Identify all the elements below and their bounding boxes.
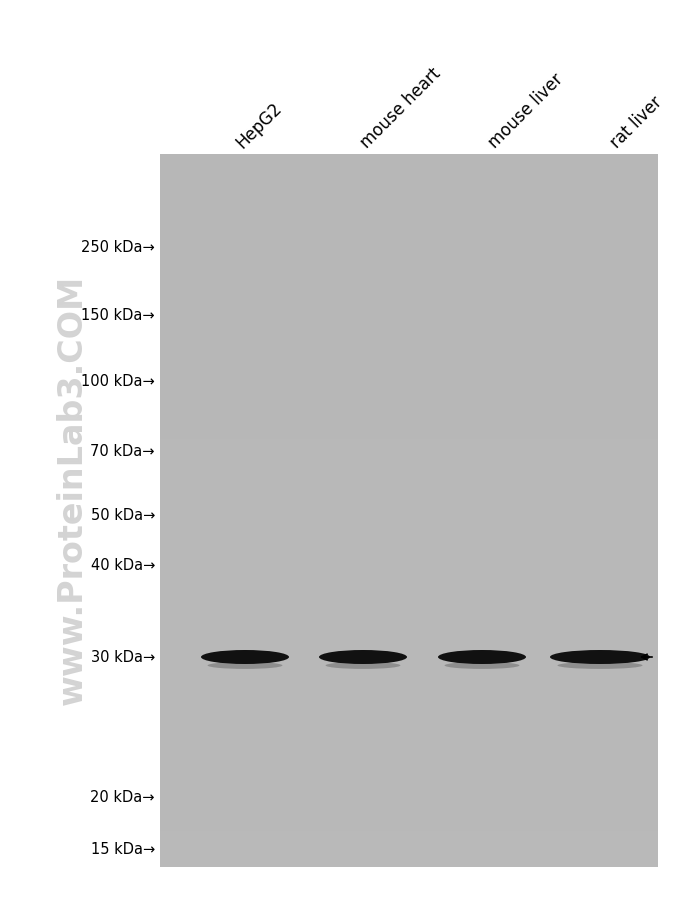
Bar [160,653,658,689]
Bar [160,475,658,511]
Bar [160,689,658,724]
Ellipse shape [445,662,520,669]
Text: 50 kDa→: 50 kDa→ [90,507,155,522]
Bar [160,155,658,867]
Text: 40 kDa→: 40 kDa→ [90,557,155,573]
Ellipse shape [319,650,407,664]
Text: 30 kDa→: 30 kDa→ [90,649,155,665]
Text: 150 kDa→: 150 kDa→ [82,308,155,322]
Text: 70 kDa→: 70 kDa→ [90,444,155,459]
Bar [160,226,658,262]
Ellipse shape [550,650,650,664]
Bar [160,511,658,547]
Bar [160,618,658,653]
Bar [160,262,658,298]
Text: 15 kDa→: 15 kDa→ [90,842,155,857]
Text: HepG2: HepG2 [233,99,285,152]
Bar [160,155,658,190]
Text: rat liver: rat liver [607,93,666,152]
Bar [160,369,658,404]
Bar [160,547,658,582]
Bar [160,404,658,439]
Bar [160,796,658,832]
Ellipse shape [201,650,289,664]
Ellipse shape [438,650,526,664]
Ellipse shape [326,662,401,669]
Bar [160,439,658,475]
Text: mouse heart: mouse heart [357,65,445,152]
Bar [160,724,658,760]
Bar [160,333,658,369]
Text: 100 kDa→: 100 kDa→ [81,374,155,389]
Text: www.ProteinLab3.COM: www.ProteinLab3.COM [56,274,88,704]
Text: 20 kDa→: 20 kDa→ [90,789,155,805]
Bar [160,760,658,796]
Text: mouse liver: mouse liver [486,70,567,152]
Bar [160,298,658,333]
Ellipse shape [207,662,282,669]
Bar [160,190,658,226]
Ellipse shape [558,662,643,669]
Bar [160,832,658,867]
Text: 250 kDa→: 250 kDa→ [81,240,155,255]
Bar [160,582,658,618]
